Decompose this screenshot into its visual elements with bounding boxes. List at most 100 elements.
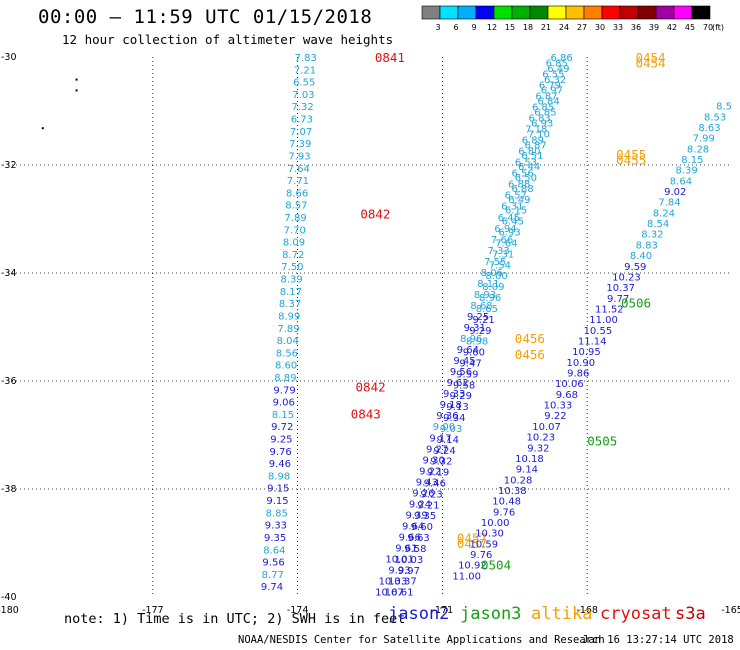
wave-height-label: 10.33	[379, 577, 408, 588]
colorbar-label: 3	[435, 23, 440, 32]
wave-height-label: 6.53	[515, 158, 537, 169]
wave-height-label: 11.00	[452, 571, 481, 582]
chart-title: 00:00 – 11:59 UTC 01/15/2018	[38, 6, 373, 28]
x-tick-label: -165	[721, 605, 740, 616]
wave-height-label: 10.61	[385, 588, 414, 599]
wave-height-label: 10.01	[385, 555, 414, 566]
wave-height-label: 8.15	[681, 155, 703, 166]
wave-height-label: 9.56	[262, 558, 284, 569]
wave-height-label: 7.18	[525, 125, 547, 136]
wave-height-label: 8.40	[630, 251, 652, 262]
pass-time-label: 0456	[515, 347, 545, 362]
wave-height-label: 8.57	[285, 201, 307, 212]
wave-height-label: 9.27	[426, 444, 448, 455]
wave-height-label: 6.49	[547, 64, 569, 75]
y-tick-label: -38	[1, 484, 17, 495]
wave-height-label: 9.56	[450, 367, 472, 378]
wave-height-label: 11.14	[578, 337, 607, 348]
wave-height-label: 9.46	[269, 459, 291, 470]
altimeter-plot: -180 -177 -174 -171 -168 -165 -30 -32 -34 -36 -38 -…	[0, 50, 740, 616]
wave-height-label: 9.35	[264, 533, 286, 544]
colorbar-label: 39	[649, 23, 659, 32]
chart-subtitle: 12 hour collection of altimeter wave hei…	[62, 32, 394, 47]
wave-height-label: 9.59	[624, 262, 646, 273]
wave-height-label: 9.79	[273, 385, 295, 396]
wave-height-label: 10.38	[498, 486, 527, 497]
wave-height-label: 10.90	[566, 358, 595, 369]
pass-time-label: 0506	[621, 296, 651, 311]
wave-height-label: 8.15	[272, 410, 294, 421]
wave-height-label: 9.03	[440, 424, 462, 435]
wave-height-label: 9.00	[433, 422, 455, 433]
wave-height-label: 10.03	[395, 555, 424, 566]
wave-height-label: 6.88	[508, 180, 530, 191]
legend-jason3: jason3	[460, 604, 522, 624]
wave-height-label: 6.88	[511, 184, 533, 195]
colorbar-label: 33	[613, 23, 623, 32]
wave-height-label: 6.31	[501, 202, 523, 213]
wave-height-label: 9.30	[423, 455, 445, 466]
wave-height-label: 7.21	[294, 65, 316, 76]
y-tick-label: -40	[1, 592, 17, 603]
wave-height-label: 9.22	[544, 411, 566, 422]
wave-height-label: 6.51	[521, 151, 543, 162]
colorbar-label: 15	[505, 23, 515, 32]
wave-height-label: 6.49	[508, 195, 530, 206]
wave-height-label: 9.14	[516, 465, 538, 476]
wave-height-label: 8.85	[266, 508, 288, 519]
wave-height-label: 7.55	[484, 257, 506, 268]
wave-height-label: 6.83	[529, 114, 551, 125]
y-tick-label: -32	[1, 160, 17, 171]
pass-time-label: 0454	[635, 50, 665, 65]
wave-height-label: 7.32	[291, 102, 313, 113]
wave-height-label: 6.87	[535, 91, 557, 102]
pass-time-label: 0843	[351, 406, 381, 421]
wave-height-label: 6.93	[498, 228, 520, 239]
colorbar-legend: 3 6 9 12 15 18 21 24 27 30 33 36 39 42 45 70(ft)	[421, 5, 724, 32]
pass-time-label: 0841	[375, 50, 405, 65]
pass-time-label: 0842	[356, 379, 386, 394]
wave-height-label: 10.23	[527, 433, 556, 444]
wave-height-label: 9.93	[388, 566, 410, 577]
wave-height-label: 8.56	[276, 348, 298, 359]
wave-height-label: 8.00	[485, 271, 507, 282]
wave-height-label: 6.44	[518, 162, 540, 173]
wave-height-label: 6.45	[498, 213, 520, 224]
wave-height-label: 8.77	[262, 570, 284, 581]
wave-height-label: 9.25	[270, 435, 292, 446]
wave-height-label: 9.18	[440, 400, 462, 411]
pass-time-label: 0457	[457, 531, 487, 546]
colorbar-label: 6	[453, 23, 458, 32]
wave-height-label: 6.15	[505, 206, 527, 217]
x-tick-label: -177	[142, 605, 164, 616]
wave-height-label: 6.56	[511, 169, 533, 180]
colorbar-label: 18	[523, 23, 533, 32]
wave-height-label: 9.43	[416, 477, 438, 488]
x-tick-label: -174	[287, 605, 309, 616]
wave-height-label: 8.09	[283, 238, 305, 249]
wave-height-label: 9.62	[446, 378, 468, 389]
wave-height-label: 10.59	[469, 539, 498, 550]
wave-height-label: 9.63	[407, 533, 429, 544]
colorbar-label: 12	[487, 23, 497, 32]
wave-height-label: 6.97	[541, 86, 563, 97]
wave-height-label: 7.54	[489, 260, 511, 271]
legend-altika: altika	[531, 604, 593, 624]
wave-height-label: 9.29	[450, 391, 472, 402]
wave-height-label: 6.86	[550, 53, 572, 64]
wave-height-label: 8.53	[704, 112, 726, 123]
wave-height-label: 8.06	[481, 268, 503, 279]
wave-height-label: 8.72	[282, 250, 304, 261]
legend-jason2: jason2	[388, 604, 450, 624]
wave-height-label: 6.85	[532, 103, 554, 114]
wave-height-label: 9.13	[446, 402, 468, 413]
wave-height-label: 10.18	[515, 454, 544, 465]
wave-height-label: 8.96	[460, 334, 482, 345]
wave-height-label: 8.65	[476, 304, 498, 315]
wave-height-label: 8.32	[641, 230, 663, 241]
wave-height-label: 10.95	[572, 347, 601, 358]
colorbar-label: 24	[559, 23, 569, 32]
wave-height-label: 9.32	[430, 457, 452, 468]
wave-height-label: 6.89	[522, 136, 544, 147]
wave-height-label: 6.80	[518, 147, 540, 158]
